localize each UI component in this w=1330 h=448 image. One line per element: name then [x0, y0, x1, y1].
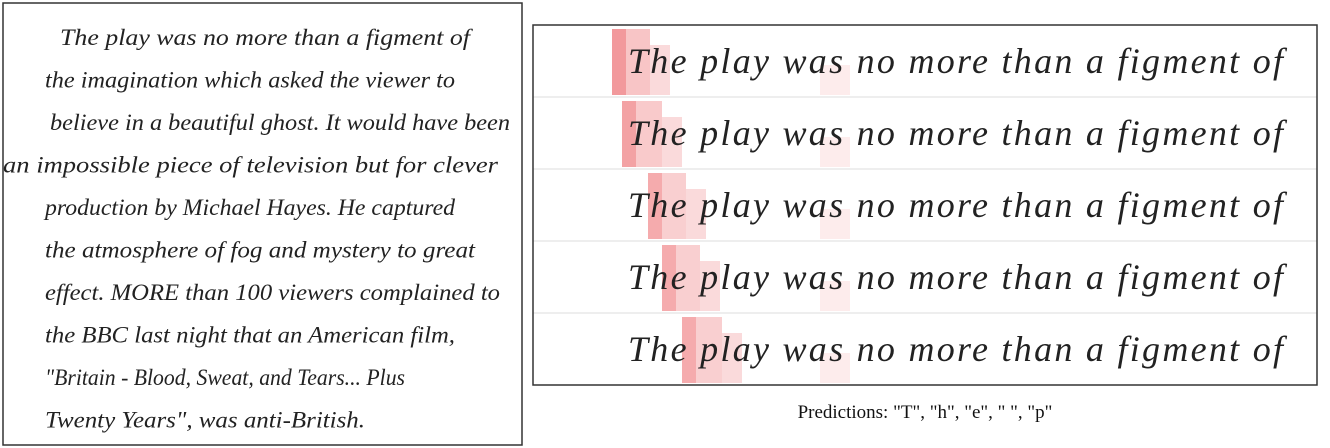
attention-row-text: The play was no more than a figment of	[628, 257, 1288, 297]
attention-panel: The play was no more than a figment of Th…	[533, 29, 1317, 383]
handwriting-line: the atmosphere of fog and mystery to gre…	[45, 238, 476, 263]
caption: Predictions: "T", "h", "e", " ", "p"	[798, 402, 1053, 423]
attention-row-text: The play was no more than a figment of	[628, 113, 1288, 153]
attention-row-text: The play was no more than a figment of	[628, 329, 1288, 369]
handwriting-line: believe in a beautiful ghost. It would h…	[50, 110, 510, 135]
handwriting-line: production by Michael Hayes. He captured	[43, 195, 456, 220]
attention-row-text: The play was no more than a figment of	[628, 41, 1288, 81]
handwriting-line: Twenty Years", was anti-British.	[45, 408, 365, 433]
handwriting-line: The play was no more than a figment of	[60, 25, 474, 50]
attention-heat	[612, 29, 626, 95]
handwriting-line: an impossible piece of television but fo…	[3, 153, 499, 178]
handwriting-line: the imagination which asked the viewer t…	[45, 68, 455, 93]
handwriting-line: the BBC last night that an American film…	[45, 323, 455, 348]
figure: The play was no more than a figment of th…	[0, 0, 1330, 448]
handwriting-line: effect. MORE than 100 viewers complained…	[45, 280, 500, 305]
handwriting-line: "Britain - Blood, Sweat, and Tears... Pl…	[45, 365, 405, 390]
attention-row-text: The play was no more than a figment of	[628, 185, 1288, 225]
